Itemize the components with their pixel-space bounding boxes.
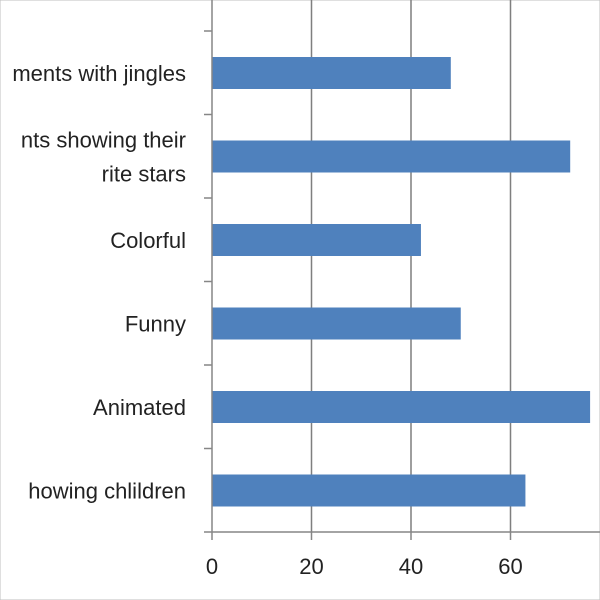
bar	[212, 391, 591, 423]
bar	[212, 57, 451, 89]
category-label: ments with jingles	[12, 61, 186, 86]
category-label: Colorful	[110, 228, 186, 253]
category-label: rite stars	[102, 162, 186, 187]
bars	[212, 57, 591, 507]
category-label: howing chlildren	[28, 479, 186, 504]
axes	[204, 0, 600, 540]
category-label: nts showing their	[21, 128, 186, 153]
x-tick-label: 20	[299, 554, 323, 579]
category-labels: ments with jingles nts showing their rite …	[12, 61, 186, 504]
x-tick-label: 60	[498, 554, 522, 579]
bar	[212, 224, 421, 256]
bar	[212, 140, 571, 173]
x-tick-label: 40	[399, 554, 423, 579]
category-label: Funny	[125, 312, 186, 337]
bar	[212, 474, 526, 507]
x-tick-label: 0	[206, 554, 218, 579]
bar	[212, 307, 461, 340]
x-tick-labels: 02040608	[206, 554, 523, 579]
category-label: Animated	[93, 395, 186, 420]
